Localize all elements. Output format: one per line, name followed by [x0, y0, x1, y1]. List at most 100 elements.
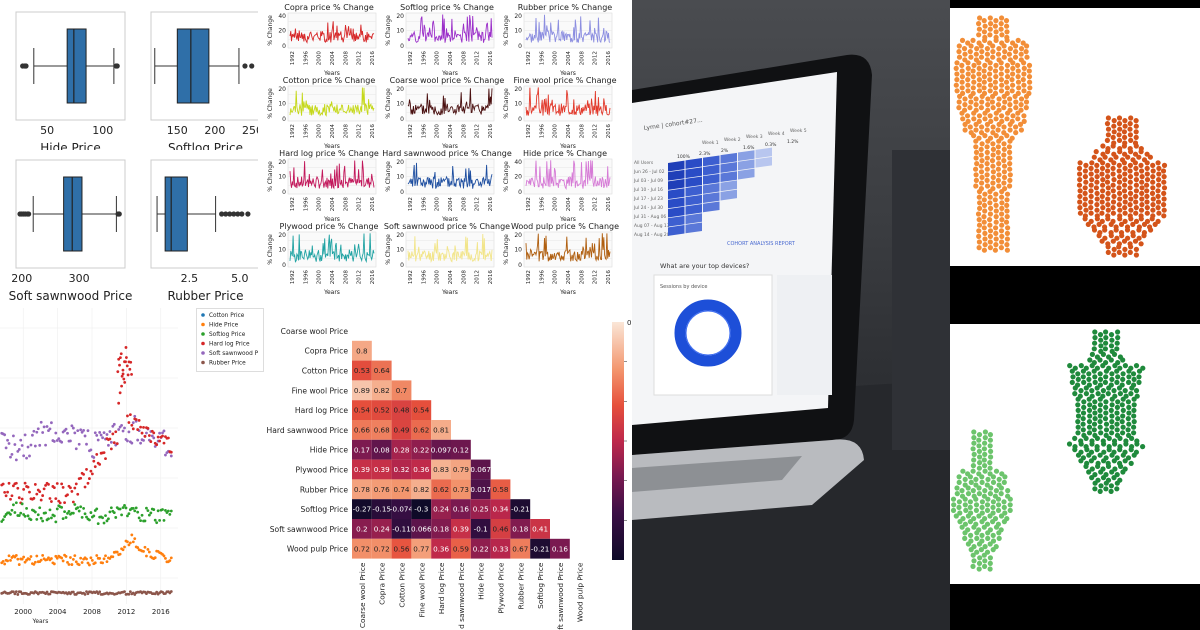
- swarm-point-orange-dark: [1083, 162, 1089, 168]
- scatter-point: [57, 437, 61, 440]
- swarm-point-orange-light: [1015, 79, 1022, 85]
- swarm-point-orange-dark: [1122, 177, 1128, 183]
- scatter-point: [131, 540, 135, 544]
- pct-xtick: 2008: [343, 197, 349, 212]
- pct-xtick: 2012: [475, 270, 481, 284]
- scatter-point: [114, 430, 118, 434]
- scatter-point: [47, 556, 50, 560]
- heatmap-cell-value: 0.53: [354, 366, 370, 375]
- swarm-point-green-dark: [1120, 413, 1126, 419]
- laptop-photo: Lyme | cohort#27... Week 1 Week 2 Week 3 Wee…: [632, 0, 950, 630]
- swarm-point-orange-dark: [1117, 174, 1123, 180]
- swarm-point-orange-light: [995, 177, 1001, 183]
- heatmap-cell: [510, 519, 531, 539]
- heatmap-cell-value: 0.76: [374, 485, 390, 494]
- swarm-point-orange-light: [976, 21, 982, 27]
- swarm-point-orange-dark: [1096, 233, 1102, 239]
- swarm-point-orange-dark: [1105, 196, 1111, 202]
- swarm-point-green-light: [967, 499, 973, 505]
- swarm-point-orange-dark: [1085, 221, 1091, 227]
- scatter-point: [32, 562, 36, 566]
- scatter-point: [130, 373, 133, 376]
- swarm-point-green-dark: [1089, 388, 1095, 394]
- background-chair: [892, 150, 950, 450]
- scatter-point: [104, 457, 107, 461]
- pct-xtick: 2004: [330, 124, 336, 139]
- swarm-point-green-dark: [1080, 410, 1087, 416]
- swarm-point-green-dark: [1094, 447, 1100, 453]
- swarm-point-orange-dark: [1150, 162, 1156, 168]
- swarm-point-orange-dark: [1128, 216, 1134, 222]
- scatter-point: [39, 516, 43, 520]
- swarm-point-green-light: [984, 507, 991, 513]
- swarm-point-orange-light: [973, 149, 980, 155]
- swarm-point-orange-light: [1010, 65, 1016, 71]
- pct-xlabel: Years: [441, 143, 458, 150]
- swarm-point-orange-light: [1015, 74, 1021, 80]
- pct-xlabel: Years: [323, 289, 340, 296]
- swarm-point-green-light: [982, 488, 988, 494]
- swarm-point-orange-light: [987, 222, 993, 228]
- swarm-point-orange-dark: [1116, 132, 1122, 138]
- scatter-point: [120, 423, 123, 427]
- swarm-point-orange-light: [1017, 121, 1024, 127]
- swarm-point-orange-light: [1020, 40, 1026, 46]
- swarm-point-green-light: [962, 502, 968, 508]
- swarm-point-orange-dark: [1133, 177, 1139, 183]
- scatter-point: [48, 497, 52, 500]
- scatter-point: [29, 555, 33, 558]
- swarm-point-green-dark: [1092, 486, 1098, 492]
- swarm-point-orange-dark: [1113, 154, 1119, 160]
- pct-xtick: 2004: [566, 197, 572, 212]
- swarm-point-green-light: [988, 454, 994, 460]
- scatter-point: [133, 414, 137, 418]
- swarm-point-orange-light: [1004, 23, 1010, 29]
- swarm-point-orange-light: [1007, 138, 1013, 144]
- swarm-point-green-dark: [1111, 475, 1117, 481]
- pct-ylabel: % Change: [267, 234, 274, 265]
- swarm-point-orange-dark: [1122, 123, 1128, 129]
- swarm-point-orange-dark: [1136, 227, 1142, 233]
- scatter-point: [155, 590, 159, 594]
- scatter-point: [54, 497, 58, 501]
- swarm-point-orange-light: [995, 149, 1001, 155]
- heatmap-cell-value: -0.1: [474, 525, 488, 534]
- box-outlier: [242, 63, 248, 69]
- scatter-point: [50, 500, 53, 503]
- swarm-point-green-dark: [1118, 463, 1124, 469]
- swarm-point-orange-dark: [1133, 252, 1139, 258]
- swarm-point-orange-dark: [1160, 168, 1167, 174]
- swarm-point-green-light: [962, 535, 968, 542]
- scatter-point: [121, 548, 125, 552]
- scatter-point: [41, 553, 45, 557]
- scatter-point: [101, 436, 104, 440]
- swarm-point-orange-dark: [1105, 190, 1111, 196]
- box-xlabel: Softlog Price: [168, 141, 243, 150]
- swarm-point-green-dark: [1100, 351, 1106, 357]
- swarm-point-orange-light: [993, 74, 999, 80]
- swarm-point-orange-dark: [1093, 185, 1099, 191]
- scatter-point: [128, 367, 132, 371]
- scatter-point: [35, 518, 39, 521]
- scatter-point: [22, 555, 26, 559]
- scatter-xlabel: Years: [31, 618, 48, 625]
- swarm-point-orange-light: [987, 189, 993, 195]
- swarm-point-orange-dark: [1105, 249, 1111, 255]
- scatter-point: [123, 426, 126, 430]
- swarm-point-green-dark: [1120, 469, 1126, 475]
- swarm-point-orange-dark: [1096, 221, 1102, 227]
- swarm-point-green-dark: [1119, 402, 1125, 408]
- legend-label: Softlog Price: [209, 332, 246, 338]
- swarm-point-green-dark: [1123, 441, 1129, 447]
- swarm-point-orange-light: [1012, 54, 1019, 60]
- box-xlabel: Soft sawnwood Price: [9, 289, 133, 300]
- swarm-point-green-light: [990, 499, 996, 505]
- scatter-point: [102, 451, 106, 455]
- heatmap-cell: [470, 519, 491, 539]
- pct-xlabel: Years: [441, 216, 458, 223]
- scatter-point: [32, 429, 36, 433]
- cohort-col-label: Week 5: [790, 128, 807, 134]
- swarm-point-green-dark: [1102, 379, 1108, 385]
- swarm-point-orange-dark: [1117, 207, 1123, 213]
